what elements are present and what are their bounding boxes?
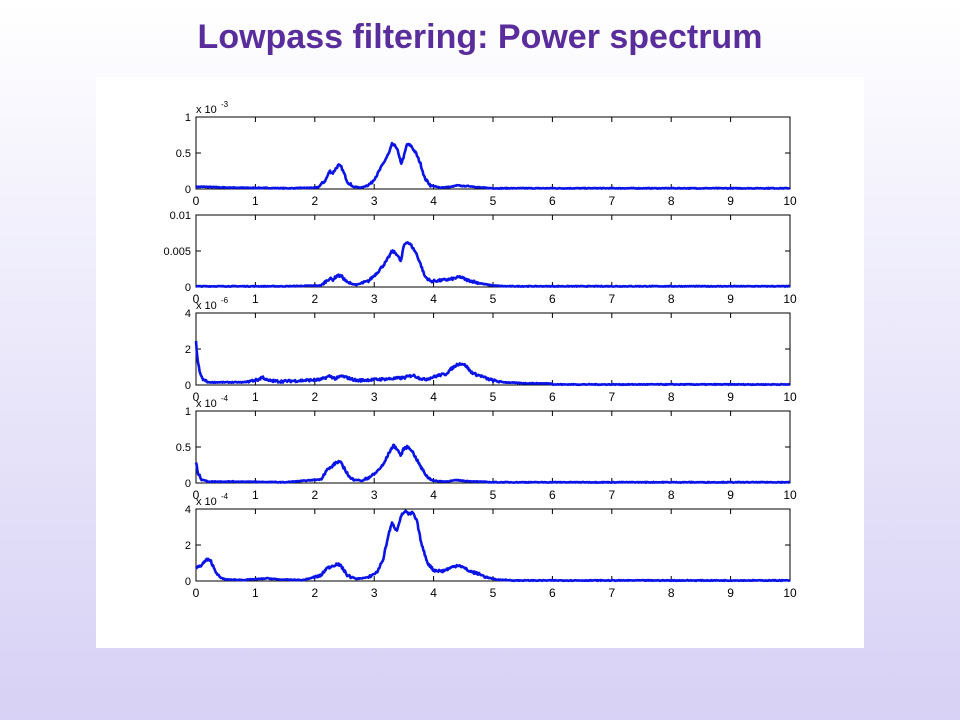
x-tick-label: 5 bbox=[490, 586, 497, 600]
x-tick-label: 5 bbox=[490, 194, 497, 208]
slide-title: Lowpass filtering: Power spectrum bbox=[197, 18, 763, 56]
y-multiplier-label: x 10 bbox=[196, 300, 217, 312]
subplot-4: 0 1 2 3 4 5 6 7 8 9 10 0 0.5 1 x 10 -4 bbox=[176, 394, 797, 502]
x-tick-label: 0 bbox=[193, 194, 200, 208]
x-tick-label: 9 bbox=[727, 586, 734, 600]
x-tick-label: 3 bbox=[371, 390, 378, 404]
x-tick-label: 8 bbox=[668, 390, 675, 404]
axes-box bbox=[195, 508, 791, 582]
y-tick-label: 0 bbox=[185, 380, 191, 392]
y-tick-label: 1 bbox=[185, 406, 191, 418]
y-tick-label: 0 bbox=[185, 478, 191, 490]
x-tick-label: 6 bbox=[549, 292, 556, 306]
x-tick-label: 7 bbox=[608, 586, 615, 600]
y-tick-label: 0 bbox=[185, 282, 191, 294]
x-tick-label: 0 bbox=[193, 586, 200, 600]
y-tick-label: 2 bbox=[185, 344, 191, 356]
y-multiplier-label: x 10 bbox=[196, 398, 217, 410]
x-tick-label: 7 bbox=[608, 390, 615, 404]
x-tick-label: 4 bbox=[430, 586, 437, 600]
x-tick-label: 2 bbox=[311, 390, 318, 404]
x-tick-label: 1 bbox=[252, 488, 259, 502]
x-tick-label: 7 bbox=[608, 194, 615, 208]
x-tick-label: 1 bbox=[252, 586, 259, 600]
x-tick-label: 1 bbox=[252, 292, 259, 306]
x-tick-label: 10 bbox=[783, 194, 797, 208]
x-tick-label: 5 bbox=[490, 488, 497, 502]
x-tick-label: 6 bbox=[549, 488, 556, 502]
y-tick-label: 4 bbox=[185, 504, 191, 516]
x-tick-label: 9 bbox=[727, 194, 734, 208]
x-tick-label: 3 bbox=[371, 488, 378, 502]
x-tick-label: 2 bbox=[311, 586, 318, 600]
y-multiplier-exponent: -6 bbox=[221, 296, 229, 305]
x-tick-label: 0 bbox=[193, 292, 200, 306]
y-multiplier-label: x 10 bbox=[196, 104, 217, 116]
y-tick-label: 4 bbox=[185, 308, 191, 320]
figure-panel: 0 1 2 3 4 5 6 7 8 9 10 0 0.5 1 x 10 -3 0 1 2 3 4 5 6 7 8 9 10 0 0.00… bbox=[96, 77, 864, 648]
y-multiplier-exponent: -3 bbox=[221, 100, 229, 109]
subplot-3: 0 1 2 3 4 5 6 7 8 9 10 0 2 4 x 10 -6 bbox=[185, 296, 797, 404]
x-tick-label: 3 bbox=[371, 586, 378, 600]
x-tick-label: 9 bbox=[727, 292, 734, 306]
axes-box bbox=[195, 214, 791, 288]
series-line bbox=[194, 340, 791, 387]
y-multiplier-exponent: -4 bbox=[221, 394, 229, 403]
x-tick-label: 10 bbox=[783, 390, 797, 404]
y-tick-label: 2 bbox=[185, 540, 191, 552]
x-tick-label: 8 bbox=[668, 586, 675, 600]
x-tick-label: 4 bbox=[430, 292, 437, 306]
x-tick-label: 8 bbox=[668, 488, 675, 502]
y-tick-label: 0.5 bbox=[176, 148, 191, 160]
x-tick-label: 10 bbox=[783, 586, 797, 600]
y-tick-label: 0.5 bbox=[176, 442, 191, 454]
x-tick-label: 8 bbox=[668, 292, 675, 306]
y-tick-label: 1 bbox=[185, 112, 191, 124]
x-tick-label: 7 bbox=[608, 292, 615, 306]
subplot-1: 0 1 2 3 4 5 6 7 8 9 10 0 0.5 1 x 10 -3 bbox=[176, 100, 797, 208]
axes-box bbox=[195, 410, 791, 484]
x-tick-label: 0 bbox=[193, 390, 200, 404]
x-tick-label: 6 bbox=[549, 390, 556, 404]
x-tick-label: 3 bbox=[371, 292, 378, 306]
x-tick-label: 6 bbox=[549, 194, 556, 208]
subplot-2: 0 1 2 3 4 5 6 7 8 9 10 0 0.005 0.01 bbox=[163, 210, 797, 306]
x-tick-label: 10 bbox=[783, 488, 797, 502]
x-tick-label: 9 bbox=[727, 488, 734, 502]
series-line bbox=[194, 443, 791, 484]
x-tick-label: 5 bbox=[490, 292, 497, 306]
x-tick-label: 10 bbox=[783, 292, 797, 306]
x-tick-label: 4 bbox=[430, 194, 437, 208]
x-tick-label: 6 bbox=[549, 586, 556, 600]
x-tick-label: 7 bbox=[608, 488, 615, 502]
y-multiplier-label: x 10 bbox=[196, 496, 217, 508]
x-tick-label: 1 bbox=[252, 194, 259, 208]
axes-box bbox=[195, 312, 791, 386]
x-tick-label: 2 bbox=[311, 488, 318, 502]
y-tick-label: 0.01 bbox=[170, 210, 191, 222]
x-tick-label: 5 bbox=[490, 390, 497, 404]
y-tick-label: 0 bbox=[185, 576, 191, 588]
x-tick-label: 4 bbox=[430, 390, 437, 404]
x-tick-label: 8 bbox=[668, 194, 675, 208]
x-tick-label: 4 bbox=[430, 488, 437, 502]
y-tick-label: 0.005 bbox=[163, 246, 191, 258]
series-line bbox=[195, 241, 791, 288]
y-tick-label: 0 bbox=[185, 184, 191, 196]
x-tick-label: 0 bbox=[193, 488, 200, 502]
axes-box bbox=[195, 116, 791, 190]
series-line bbox=[195, 141, 791, 190]
x-tick-label: 2 bbox=[311, 194, 318, 208]
x-tick-label: 9 bbox=[727, 390, 734, 404]
x-tick-label: 3 bbox=[371, 194, 378, 208]
y-multiplier-exponent: -4 bbox=[221, 492, 229, 501]
x-tick-label: 1 bbox=[252, 390, 259, 404]
series-line bbox=[195, 509, 791, 583]
x-tick-label: 2 bbox=[311, 292, 318, 306]
subplot-5: 0 1 2 3 4 5 6 7 8 9 10 0 2 4 x 10 -4 bbox=[185, 492, 797, 600]
